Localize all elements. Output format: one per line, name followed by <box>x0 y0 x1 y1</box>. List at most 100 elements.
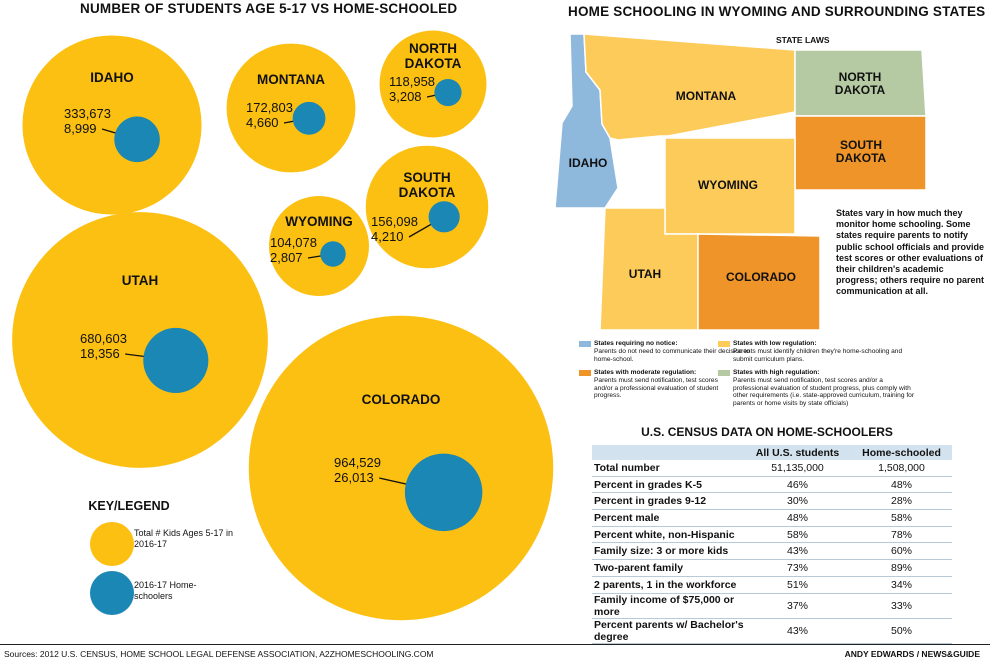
bubble-state-name: DAKOTA <box>399 185 456 200</box>
bubble-total-value: 104,078 <box>270 235 317 250</box>
census-row-label: Total number <box>592 460 744 477</box>
bubble-chart-title: NUMBER OF STUDENTS AGE 5-17 VS HOME-SCHO… <box>80 1 458 16</box>
map-label-idaho: IDAHO <box>569 156 608 170</box>
bubble-home-wyoming <box>320 241 346 267</box>
census-table: All U.S. students Home-schooled Total nu… <box>592 445 952 644</box>
census-table-row: Family size: 3 or more kids 43% 60% <box>592 542 952 561</box>
census-home-value: 78% <box>850 526 952 544</box>
state-laws-map: IDAHO MONTANA NORTH DAKOTA SOUTH DAKOTA … <box>554 33 927 331</box>
bubble-state-name: WYOMING <box>285 214 353 229</box>
census-all-value: 46% <box>744 476 851 494</box>
bubble-state-name: IDAHO <box>90 70 134 85</box>
bubble-total-north-dakota <box>379 30 487 138</box>
legend-low-title: States with low regulation: <box>733 340 817 347</box>
census-row-label: Percent male <box>592 509 744 527</box>
key-total-swatch <box>90 522 134 566</box>
census-row-label: Percent in grades K-5 <box>592 476 744 494</box>
legend-moderate: States with moderate regulation: Parents… <box>579 369 719 400</box>
bubble-total-value: 964,529 <box>334 455 381 470</box>
bubble-total-value: 172,803 <box>246 100 293 115</box>
bubble-total-idaho <box>22 35 202 215</box>
census-col-blank <box>592 445 744 460</box>
census-all-value: 30% <box>744 492 851 511</box>
bubble-total-value: 118,958 <box>389 74 435 89</box>
census-table-row: Family income of $75,000 or more 37% 33% <box>592 593 952 619</box>
bubble-home-value: 26,013 <box>334 470 374 485</box>
census-table-title: U.S. CENSUS DATA ON HOME-SCHOOLERS <box>641 425 893 439</box>
census-table-row: Percent in grades K-5 46% 48% <box>592 476 952 494</box>
legend-moderate-title: States with moderate regulation: <box>594 369 697 376</box>
legend-swatch-moderate <box>579 370 591 376</box>
map-subtitle: STATE LAWS <box>776 35 830 45</box>
census-col-home: Home-schooled <box>850 445 952 460</box>
bubble-state-name: COLORADO <box>362 392 441 407</box>
bubble-state-name: SOUTH <box>403 170 450 185</box>
bubble-total-value: 333,673 <box>64 106 111 121</box>
bubble-home-utah <box>143 327 209 394</box>
census-table-row: 2 parents, 1 in the workforce 51% 34% <box>592 576 952 594</box>
bubble-home-idaho <box>114 116 160 163</box>
census-table-row: Total number 51,135,000 1,508,000 <box>592 460 952 477</box>
census-table-row: Two-parent family 73% 89% <box>592 559 952 577</box>
census-row-label: Percent parents w/ Bachelor's degree <box>592 618 744 644</box>
key-home-label: 2016-17 Home-schoolers <box>134 580 197 601</box>
legend-no-notice-title: States requiring no notice: <box>594 340 678 347</box>
census-row-label: Percent in grades 9-12 <box>592 492 744 511</box>
map-state-wyoming <box>664 137 796 235</box>
legend-no-notice: States requiring no notice: Parents do n… <box>579 340 754 363</box>
bubble-total-montana <box>226 43 356 173</box>
census-all-value: 73% <box>744 559 851 577</box>
census-all-value: 48% <box>744 509 851 527</box>
bubble-total-south-dakota <box>365 145 489 269</box>
bubble-home-value: 18,356 <box>80 346 120 361</box>
census-home-value: 1,508,000 <box>850 460 952 477</box>
legend-swatch-low <box>718 341 730 347</box>
bubble-total-value: 156,098 <box>371 214 418 229</box>
census-home-value: 28% <box>850 492 952 511</box>
map-label-utah: UTAH <box>629 267 661 281</box>
map-label-wyoming: WYOMING <box>698 178 758 192</box>
census-row-label: Percent white, non-Hispanic <box>592 526 744 544</box>
bubble-home-montana <box>292 101 326 135</box>
legend-moderate-desc: Parents must send notification, test sco… <box>594 376 719 400</box>
census-home-value: 58% <box>850 509 952 527</box>
key-title: KEY/LEGEND <box>88 499 170 513</box>
census-table-row: Percent male 48% 58% <box>592 509 952 527</box>
census-table-row: Percent parents w/ Bachelor's degree 43% 5… <box>592 618 952 644</box>
map-label-colorado: COLORADO <box>726 270 796 284</box>
legend-swatch-no-notice <box>579 341 591 347</box>
bubble-total-value: 680,603 <box>80 331 127 346</box>
legend-low: States with low regulation: Parents must… <box>718 340 918 363</box>
census-table-row: Percent in grades 9-12 30% 28% <box>592 492 952 511</box>
census-all-value: 51% <box>744 576 851 594</box>
census-row-label: Family size: 3 or more kids <box>592 542 744 561</box>
census-row-label: Two-parent family <box>592 559 744 577</box>
census-row-label: 2 parents, 1 in the workforce <box>592 576 744 594</box>
census-col-all: All U.S. students <box>744 445 851 460</box>
key-home-swatch <box>90 571 134 615</box>
bubble-home-value: 4,660 <box>246 115 279 130</box>
map-title: HOME SCHOOLING IN WYOMING AND SURROUNDIN… <box>568 4 986 19</box>
census-table-row: Percent white, non-Hispanic 58% 78% <box>592 526 952 544</box>
legend-high-desc: Parents must send notification, test sco… <box>733 376 915 408</box>
census-row-label: Family income of $75,000 or more <box>592 593 744 619</box>
map-label-south-dakota-2: DAKOTA <box>836 151 887 165</box>
census-home-value: 34% <box>850 576 952 594</box>
bubble-home-north-dakota <box>434 78 462 107</box>
census-all-value: 43% <box>744 542 851 561</box>
legend-no-notice-desc: Parents do not need to communicate their… <box>594 347 750 363</box>
legend-high-title: States with high regulation: <box>733 369 820 376</box>
census-home-value: 33% <box>850 593 952 619</box>
bubble-home-value: 2,807 <box>270 250 303 265</box>
map-label-north-dakota-1: NORTH <box>839 70 882 84</box>
census-home-value: 48% <box>850 476 952 494</box>
census-all-value: 37% <box>744 593 851 619</box>
bubble-total-wyoming <box>268 195 370 297</box>
bubble-total-colorado <box>248 315 554 621</box>
bubble-home-value: 3,208 <box>389 89 422 104</box>
census-home-value: 89% <box>850 559 952 577</box>
bubble-home-colorado <box>404 453 483 532</box>
bubble-home-value: 8,999 <box>64 121 97 136</box>
legend-low-desc: Parents must identify children they're h… <box>733 347 903 363</box>
